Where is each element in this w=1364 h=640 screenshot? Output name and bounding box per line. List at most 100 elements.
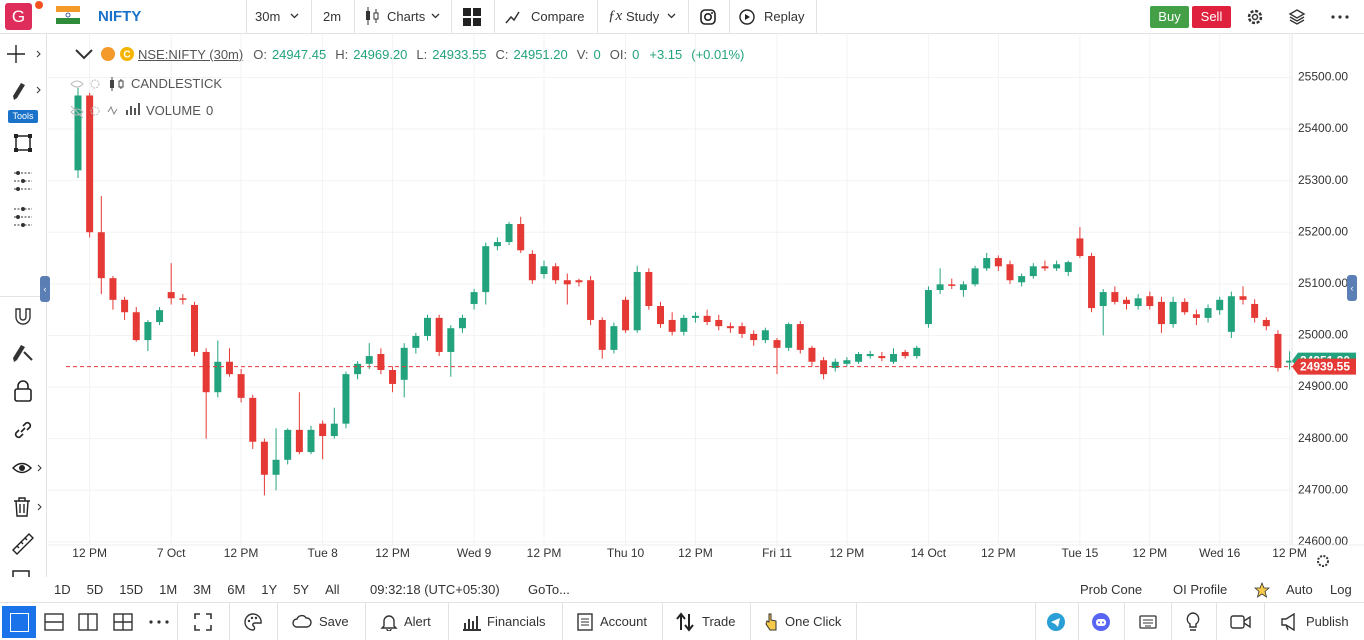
field-value: 24947.45 (271, 46, 327, 62)
trade-button[interactable]: Trade (702, 614, 736, 629)
range-button[interactable]: 1D (54, 582, 71, 597)
candle-body (319, 423, 327, 437)
goto-button[interactable]: GoTo... (528, 582, 570, 597)
price-tag-label: 24939.55 (1300, 359, 1350, 373)
field-label: C: (495, 46, 509, 62)
account-button[interactable]: Account (600, 614, 647, 629)
lock-drawing-tool[interactable] (10, 342, 36, 364)
x-tick-label: Tue 15 (1061, 546, 1098, 560)
visibility-tool[interactable] (12, 459, 44, 477)
keyboard-button[interactable] (1139, 615, 1157, 629)
magnet-tool[interactable] (12, 305, 34, 327)
symbol[interactable]: NIFTY (98, 8, 142, 25)
volume-icon (126, 103, 140, 115)
layers-button[interactable] (1288, 8, 1306, 26)
range-button[interactable]: 1M (159, 582, 178, 597)
candle-body (785, 324, 793, 348)
range-button[interactable]: 15D (119, 582, 144, 597)
range-button[interactable]: 1Y (261, 582, 278, 597)
candle-body (1123, 299, 1130, 304)
single-layout-button[interactable] (2, 606, 36, 638)
collapse-legend[interactable] (74, 47, 94, 61)
more-button[interactable] (1331, 15, 1349, 19)
charts-button[interactable]: Charts (387, 9, 426, 24)
video-button[interactable] (1230, 614, 1252, 630)
shape-tool[interactable] (13, 133, 33, 153)
replay-icon (739, 9, 755, 25)
range-button[interactable]: 5Y (293, 582, 310, 597)
layout-button[interactable] (463, 8, 481, 26)
split-horizontal-button[interactable] (44, 613, 64, 631)
candle-body (249, 397, 257, 442)
instagram-button[interactable] (700, 9, 716, 25)
candle-body (1146, 296, 1154, 307)
logo[interactable]: G (5, 3, 32, 30)
link-tool[interactable] (13, 420, 33, 440)
left-toolbar: Tools (0, 34, 47, 589)
settings-button[interactable] (1246, 8, 1264, 26)
crosshair-tool[interactable] (7, 44, 41, 64)
x-tick-label: 12 PM (375, 546, 410, 560)
buy-button[interactable]: Buy (1150, 6, 1189, 28)
candle-body (1274, 333, 1282, 368)
candle-body (1041, 266, 1049, 269)
x-tick-label: 7 Oct (157, 546, 186, 560)
range-button[interactable]: 3M (193, 582, 212, 597)
study-button[interactable]: Study (626, 9, 660, 24)
range-button[interactable]: All (325, 582, 340, 597)
x-tick-label: 12 PM (527, 546, 562, 560)
candle-body (680, 317, 688, 332)
more-layouts-button[interactable] (149, 620, 169, 624)
fullscreen-button[interactable] (194, 613, 212, 631)
alert-button[interactable]: Alert (404, 614, 431, 629)
fib-tool[interactable] (12, 170, 34, 192)
one-click-button[interactable]: One Click (785, 614, 842, 629)
candle-body (866, 354, 874, 357)
y-tick-label: 25300.00 (1298, 173, 1348, 187)
time-settings-icon[interactable] (1317, 555, 1329, 567)
caret (431, 13, 440, 19)
sub-interval[interactable]: 2m (323, 9, 342, 24)
oi-profile-button[interactable]: OI Profile (1173, 582, 1228, 597)
discord-button[interactable] (1092, 613, 1110, 631)
candle-body (1134, 298, 1142, 307)
log-scale-button[interactable]: Log (1330, 582, 1352, 597)
legend-symbol[interactable]: NSE:NIFTY (30m) (138, 46, 244, 62)
x-tick-label: Fri 11 (762, 546, 792, 560)
favorite-button[interactable] (1254, 582, 1270, 598)
publish-button[interactable]: Publish (1306, 614, 1349, 629)
candle-body (214, 361, 222, 393)
candle-body (633, 271, 641, 331)
range-button[interactable]: 5D (86, 582, 104, 597)
grid-layout-button[interactable] (113, 613, 133, 631)
interval[interactable]: 30m (255, 9, 281, 24)
candle-body (971, 268, 979, 285)
delete-tool[interactable] (12, 497, 44, 517)
ideas-button[interactable] (1186, 612, 1200, 632)
candle-body (272, 459, 280, 475)
split-vertical-button[interactable] (78, 613, 98, 631)
auto-scale-button[interactable]: Auto (1286, 582, 1313, 597)
pencil-tool[interactable] (10, 80, 42, 102)
candle-body (598, 319, 606, 350)
candle-body (1029, 266, 1037, 277)
replay-button[interactable]: Replay (764, 9, 805, 24)
theme-button[interactable] (244, 613, 262, 631)
compare-button[interactable]: Compare (531, 9, 585, 24)
candle-body (645, 271, 653, 307)
prob-cone-button[interactable]: Prob Cone (1080, 582, 1143, 597)
lock-tool[interactable] (13, 380, 33, 402)
candle-body (1018, 276, 1026, 283)
collapse-toolbar[interactable]: ‹ (40, 276, 50, 302)
collapse-panel[interactable]: ‹ (1347, 275, 1357, 301)
telegram-button[interactable] (1047, 613, 1065, 631)
range-button[interactable]: 6M (227, 582, 246, 597)
sell-button[interactable]: Sell (1192, 6, 1231, 28)
charts-icon (366, 7, 379, 25)
save-button[interactable]: Save (319, 614, 349, 629)
candle-body (1181, 301, 1189, 313)
publish-icon (1281, 613, 1295, 631)
financials-button[interactable]: Financials (487, 614, 546, 629)
gann-tool[interactable] (12, 206, 34, 228)
ruler-tool[interactable] (11, 532, 35, 556)
